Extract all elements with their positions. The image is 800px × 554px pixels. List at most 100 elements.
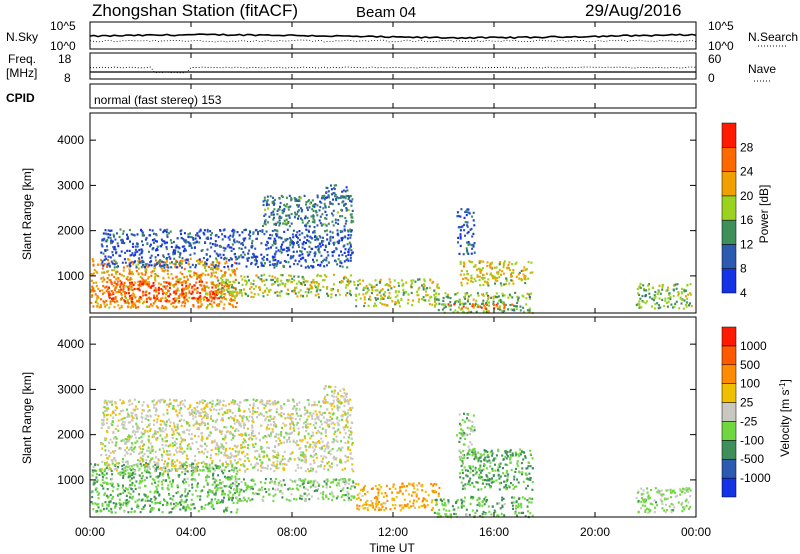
data-cell <box>312 480 315 483</box>
data-cell <box>492 297 495 300</box>
data-cell <box>273 208 276 211</box>
data-cell <box>293 289 296 292</box>
data-cell <box>318 251 321 254</box>
data-cell <box>210 296 213 299</box>
data-cell <box>467 272 469 276</box>
data-cell <box>125 451 128 454</box>
data-cell <box>211 268 214 271</box>
data-cell <box>332 209 335 212</box>
data-cell <box>220 482 223 485</box>
station-title: Zhongshan Station (fitACF) <box>92 1 298 20</box>
data-cell <box>464 297 467 300</box>
data-cell <box>164 269 167 272</box>
data-cell <box>117 265 119 268</box>
data-cell <box>137 505 140 508</box>
data-cell <box>303 492 306 495</box>
data-cell <box>343 275 346 278</box>
data-cell <box>329 237 332 240</box>
data-cell <box>220 291 223 294</box>
data-cell <box>186 504 189 507</box>
data-cell <box>417 288 420 291</box>
data-cell <box>102 252 105 255</box>
data-cell <box>114 459 117 462</box>
data-cell <box>296 423 298 426</box>
data-cell <box>193 274 196 277</box>
data-cell <box>210 246 213 249</box>
data-cell <box>192 304 195 307</box>
data-cell <box>317 429 320 433</box>
data-cell <box>157 463 160 466</box>
data-cell <box>247 252 250 255</box>
data-cell <box>461 307 463 310</box>
data-cell <box>225 507 227 510</box>
data-cell <box>325 275 328 278</box>
data-cell <box>314 203 317 206</box>
data-cell <box>153 296 156 299</box>
data-cell <box>242 490 245 493</box>
data-cell <box>161 260 163 263</box>
data-cell <box>105 289 108 292</box>
data-cell <box>262 224 264 228</box>
data-cell <box>113 305 116 309</box>
data-cell <box>251 424 254 427</box>
data-cell <box>487 284 490 287</box>
data-cell <box>155 468 158 471</box>
data-cell <box>153 466 156 469</box>
data-cell <box>232 294 235 297</box>
data-cell <box>182 465 185 469</box>
data-cell <box>324 210 327 213</box>
data-cell <box>226 278 229 281</box>
data-cell <box>166 487 169 490</box>
data-cell <box>299 494 302 497</box>
data-cell <box>282 466 285 470</box>
data-cell <box>193 271 196 274</box>
data-cell <box>175 292 178 295</box>
data-cell <box>227 265 229 268</box>
data-cell <box>334 430 337 433</box>
data-cell <box>281 212 284 215</box>
data-cell <box>205 415 208 418</box>
data-cell <box>310 281 313 284</box>
data-cell <box>391 300 394 303</box>
data-cell <box>297 205 300 208</box>
data-cell <box>370 292 373 295</box>
data-cell <box>330 188 333 191</box>
data-cell <box>351 441 354 445</box>
data-cell <box>336 421 339 424</box>
data-cell <box>238 433 241 436</box>
data-cell <box>185 284 188 288</box>
data-cell <box>126 469 129 472</box>
data-cell <box>143 409 145 412</box>
data-cell <box>675 287 678 290</box>
data-cell <box>524 275 527 278</box>
data-cell <box>196 466 199 470</box>
data-cell <box>128 258 131 261</box>
nsky-right-tick-bottom: 10^0 <box>708 39 734 53</box>
data-cell <box>493 275 496 279</box>
data-cell <box>294 211 296 214</box>
data-cell <box>306 294 308 297</box>
data-cell <box>175 289 178 292</box>
data-cell <box>112 299 115 302</box>
data-cell <box>165 435 168 438</box>
data-cell <box>152 281 155 285</box>
data-cell <box>103 271 106 274</box>
data-cell <box>181 295 184 298</box>
data-cell <box>266 454 269 457</box>
data-cell <box>111 412 114 415</box>
data-cell <box>328 196 330 199</box>
data-cell <box>90 295 93 298</box>
data-cell <box>174 440 176 443</box>
data-cell <box>654 290 657 294</box>
data-cell <box>113 248 116 251</box>
data-cell <box>93 482 96 485</box>
data-cell <box>483 280 486 283</box>
data-cell <box>175 491 178 495</box>
data-cell <box>266 258 269 261</box>
data-cell <box>320 197 323 200</box>
data-cell <box>122 290 125 293</box>
data-cell <box>299 414 302 417</box>
data-cell <box>236 291 238 294</box>
data-cell <box>152 465 155 468</box>
data-cell <box>321 223 324 226</box>
